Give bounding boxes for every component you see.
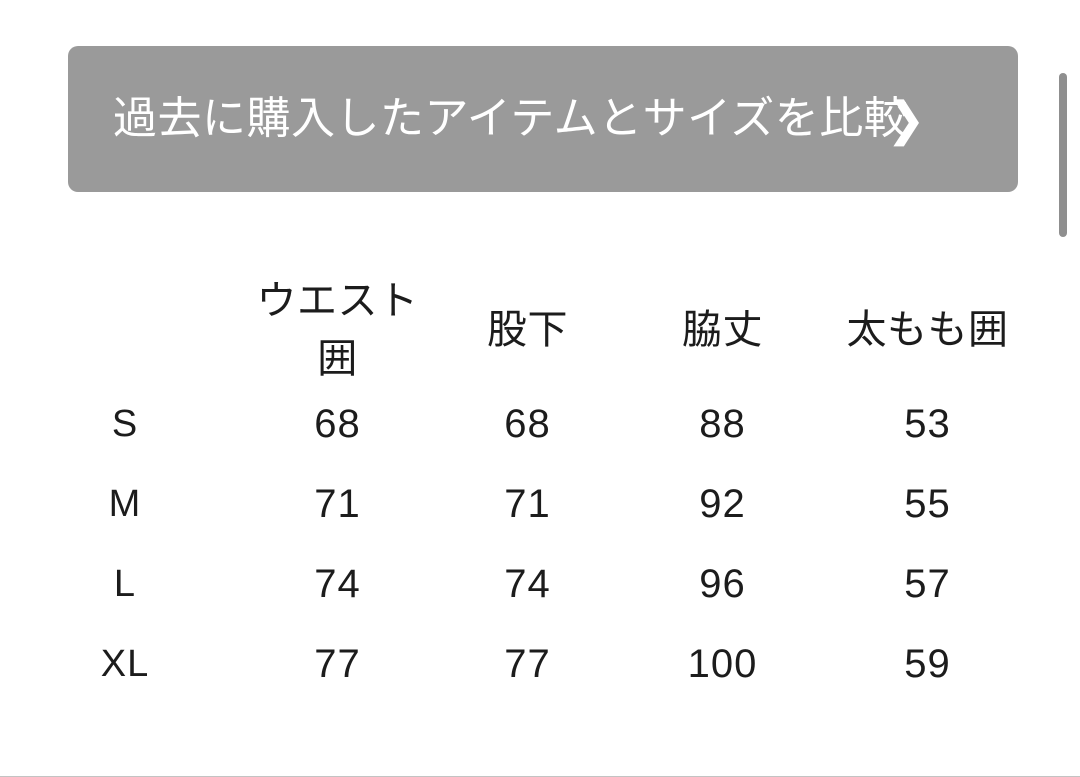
table-row: XL 77 77 100 59 <box>0 624 1040 704</box>
cell-thigh: 57 <box>904 561 951 606</box>
column-header-size <box>0 268 250 384</box>
cell-thigh: 53 <box>904 401 951 446</box>
compare-past-purchase-banner[interactable]: 過去に購入したアイテムとサイズを比較 ❯ <box>68 46 1018 192</box>
cell-waist: 74 <box>314 561 361 606</box>
size-chart-body: S 68 68 88 53 M 71 71 92 55 L 74 74 96 5… <box>0 384 1040 704</box>
cell-size: XL <box>100 642 150 685</box>
column-header-inseam: 股下 <box>487 308 568 352</box>
cell-inseam: 68 <box>504 401 551 446</box>
cell-size: S <box>111 402 139 445</box>
cell-side: 96 <box>699 561 746 606</box>
compare-banner-content: 過去に購入したアイテムとサイズを比較 ❯ <box>113 46 1018 192</box>
column-header-side-length: 脇丈 <box>682 308 763 352</box>
cell-inseam: 77 <box>504 641 551 686</box>
cell-inseam: 71 <box>504 481 551 526</box>
table-row: S 68 68 88 53 <box>0 384 1040 464</box>
size-chart-table: ウエスト囲 股下 脇丈 太もも囲 S 68 68 88 53 M 71 71 9… <box>0 268 1040 704</box>
cell-waist: 77 <box>314 641 361 686</box>
table-row: M 71 71 92 55 <box>0 464 1040 544</box>
cell-side: 88 <box>699 401 746 446</box>
cell-thigh: 55 <box>904 481 951 526</box>
cell-waist: 68 <box>314 401 361 446</box>
size-chart-header: ウエスト囲 股下 脇丈 太もも囲 <box>0 268 1040 384</box>
cell-waist: 71 <box>314 481 361 526</box>
vertical-scrollbar-track[interactable] <box>1058 10 1068 767</box>
cell-size: L <box>113 562 137 605</box>
cell-side: 100 <box>687 641 758 686</box>
cell-thigh: 59 <box>904 641 951 686</box>
cell-side: 92 <box>699 481 746 526</box>
column-header-waist: ウエスト囲 <box>256 279 419 381</box>
compare-banner-label: 過去に購入したアイテムとサイズを比較 <box>113 94 909 143</box>
cell-size: M <box>108 482 142 525</box>
column-header-thigh: 太もも囲 <box>846 308 1009 352</box>
chevron-right-icon: ❯ <box>886 91 926 145</box>
cell-inseam: 74 <box>504 561 551 606</box>
table-header-row: ウエスト囲 股下 脇丈 太もも囲 <box>0 268 1040 384</box>
vertical-scrollbar-thumb[interactable] <box>1059 73 1067 237</box>
table-row: L 74 74 96 57 <box>0 544 1040 624</box>
